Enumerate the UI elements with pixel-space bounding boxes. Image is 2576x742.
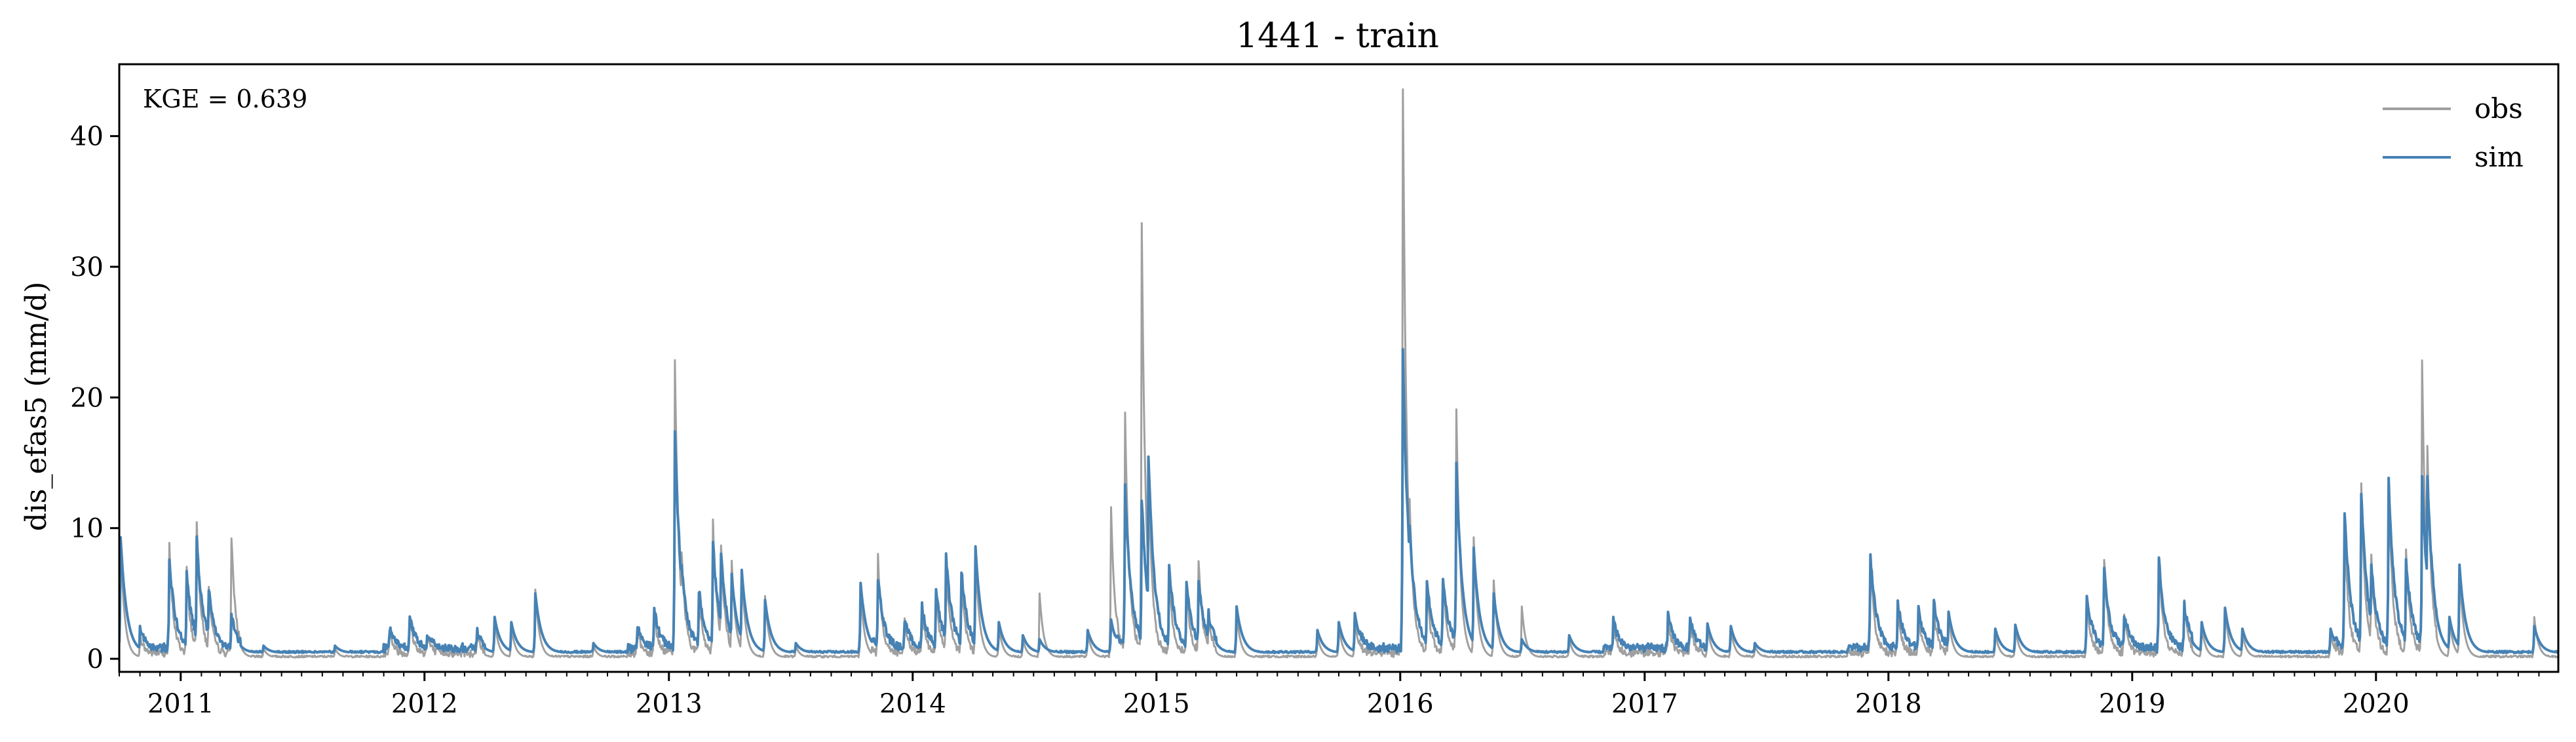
y-axis: 0 10 20 30 40 [70,122,119,674]
series-line-obs [119,88,2558,659]
y-tick-label: 10 [70,514,104,544]
legend: obs sim [2383,92,2524,173]
x-tick-label: 2016 [1367,689,1434,719]
x-tick-label: 2018 [1855,689,1922,719]
x-tick-label: 2012 [391,689,458,719]
legend-obs-label: obs [2474,92,2523,125]
x-axis: 2011 2012 2013 2014 2015 2016 2017 2018 2019 2020 [119,672,2540,719]
plot-frame [118,63,2560,673]
x-tick-label: 2015 [1123,689,1190,719]
plot-area [119,88,2558,659]
x-tick-label: 2019 [2099,689,2166,719]
series-line-sim [119,347,2558,655]
x-tick-label: 2013 [636,689,702,719]
chart-title: 1441 - train [1236,16,1439,56]
y-tick-label: 30 [70,252,104,283]
x-tick-label: 2014 [879,689,946,719]
kge-annotation: KGE = 0.639 [143,85,307,113]
x-tick-label: 2011 [147,689,214,719]
legend-sim-label: sim [2474,141,2524,173]
y-tick-label: 0 [87,644,104,674]
x-tick-label: 2020 [2343,689,2410,719]
y-tick-label: 40 [70,122,104,152]
y-tick-label: 20 [70,383,104,413]
x-tick-label: 2017 [1611,689,1678,719]
y-axis-label: dis_efas5 (mm/d) [20,282,53,532]
